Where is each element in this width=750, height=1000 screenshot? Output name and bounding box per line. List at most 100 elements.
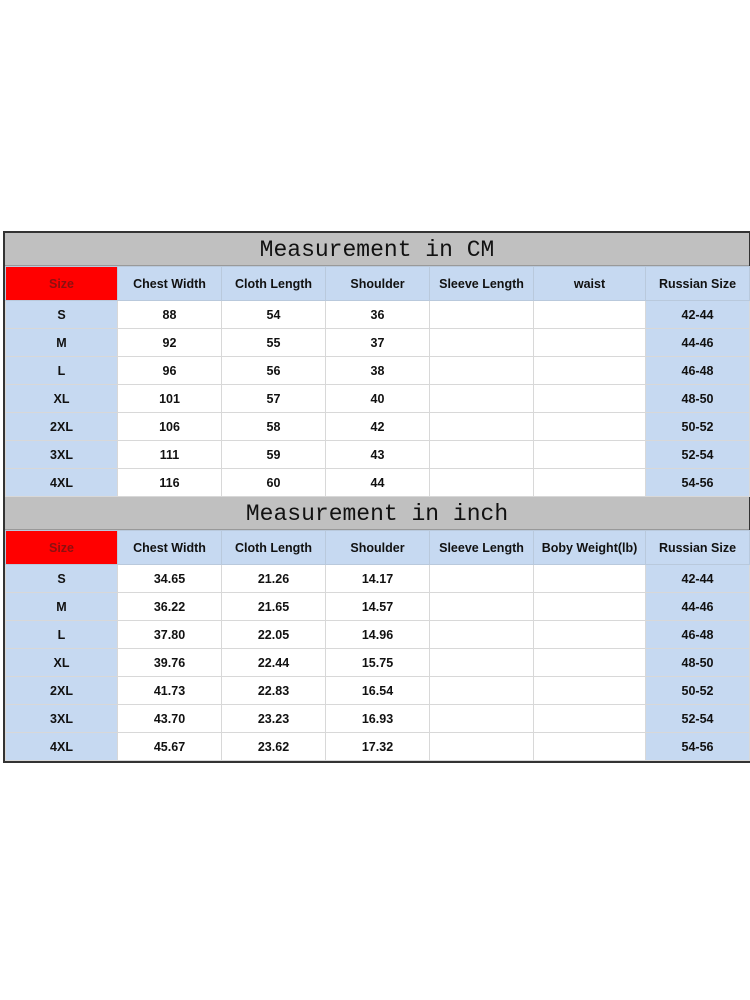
- table-cell: [533, 356, 646, 385]
- inch-table: Size Chest Width Cloth Length Shoulder Sleev…: [5, 530, 750, 761]
- cm-table: Size Chest Width Cloth Length Shoulder Sleev…: [5, 266, 750, 497]
- table-cell: 36.22: [117, 592, 222, 621]
- table-cell: [533, 328, 646, 357]
- column-header: Cloth Length: [221, 266, 326, 301]
- table-row: S 88 54 36 42-44: [5, 300, 750, 329]
- column-header: Chest Width: [117, 266, 222, 301]
- table-cell: 37: [325, 328, 430, 357]
- table-row: 4XL 116 60 44 54-56: [5, 468, 750, 497]
- table-cell: XL: [5, 384, 118, 413]
- table-row: M 36.22 21.65 14.57 44-46: [5, 592, 750, 621]
- table-cell: 106: [117, 412, 222, 441]
- table-cell: [533, 300, 646, 329]
- table-cell: 48-50: [645, 384, 750, 413]
- table-cell: 56: [221, 356, 326, 385]
- table-cell: 16.54: [325, 676, 430, 705]
- table-cell: 116: [117, 468, 222, 497]
- table-cell: [533, 732, 646, 761]
- table-cell: [533, 440, 646, 469]
- table-cell: 38: [325, 356, 430, 385]
- column-header: Cloth Length: [221, 530, 326, 565]
- table-cell: 46-48: [645, 356, 750, 385]
- table-cell: [429, 704, 534, 733]
- column-header: Boby Weight(lb): [533, 530, 646, 565]
- table-cell: 15.75: [325, 648, 430, 677]
- column-header: Shoulder: [325, 266, 430, 301]
- table-cell: 57: [221, 384, 326, 413]
- header-row: Size Chest Width Cloth Length Shoulder Sleev…: [5, 266, 750, 301]
- table-cell: 3XL: [5, 440, 118, 469]
- table-cell: [429, 620, 534, 649]
- table-cell: XL: [5, 648, 118, 677]
- table-cell: 22.83: [221, 676, 326, 705]
- table-cell: 16.93: [325, 704, 430, 733]
- table-cell: 52-54: [645, 440, 750, 469]
- table-cell: 37.80: [117, 620, 222, 649]
- table-cell: 54-56: [645, 468, 750, 497]
- table-row: L 96 56 38 46-48: [5, 356, 750, 385]
- table-cell: 42-44: [645, 300, 750, 329]
- column-header: Sleeve Length: [429, 266, 534, 301]
- table-cell: 39.76: [117, 648, 222, 677]
- table-cell: 52-54: [645, 704, 750, 733]
- table-cell: 54-56: [645, 732, 750, 761]
- table-cell: L: [5, 620, 118, 649]
- table-row: XL 39.76 22.44 15.75 48-50: [5, 648, 750, 677]
- table-cell: 3XL: [5, 704, 118, 733]
- table-cell: [533, 412, 646, 441]
- table-row: L 37.80 22.05 14.96 46-48: [5, 620, 750, 649]
- table-cell: [429, 468, 534, 497]
- table-cell: [533, 648, 646, 677]
- table-cell: [533, 620, 646, 649]
- table-cell: [429, 300, 534, 329]
- table-cell: 54: [221, 300, 326, 329]
- table-cell: 45.67: [117, 732, 222, 761]
- table-cell: [429, 328, 534, 357]
- table-cell: [429, 384, 534, 413]
- table-row: 2XL 106 58 42 50-52: [5, 412, 750, 441]
- table-cell: M: [5, 328, 118, 357]
- table-cell: [533, 384, 646, 413]
- table-row: XL 101 57 40 48-50: [5, 384, 750, 413]
- table-row: M 92 55 37 44-46: [5, 328, 750, 357]
- table-cell: L: [5, 356, 118, 385]
- column-header: Shoulder: [325, 530, 430, 565]
- table-cell: [429, 648, 534, 677]
- table-cell: 34.65: [117, 564, 222, 593]
- table-cell: [533, 564, 646, 593]
- table-cell: [429, 592, 534, 621]
- table-cell: [429, 356, 534, 385]
- table-cell: 59: [221, 440, 326, 469]
- table-cell: 55: [221, 328, 326, 357]
- table-cell: 17.32: [325, 732, 430, 761]
- table-cell: 46-48: [645, 620, 750, 649]
- table-cell: 21.65: [221, 592, 326, 621]
- table-cell: 4XL: [5, 732, 118, 761]
- table-cell: 101: [117, 384, 222, 413]
- table-cell: 44: [325, 468, 430, 497]
- column-header: Sleeve Length: [429, 530, 534, 565]
- table-row: S 34.65 21.26 14.17 42-44: [5, 564, 750, 593]
- table-cell: [429, 440, 534, 469]
- table-cell: [429, 564, 534, 593]
- table-cell: [429, 732, 534, 761]
- header-row: Size Chest Width Cloth Length Shoulder Sleev…: [5, 530, 750, 565]
- table-cell: 21.26: [221, 564, 326, 593]
- inch-title: Measurement in inch: [5, 497, 749, 530]
- column-header: Chest Width: [117, 530, 222, 565]
- table-cell: 42: [325, 412, 430, 441]
- table-cell: 36: [325, 300, 430, 329]
- table-cell: 60: [221, 468, 326, 497]
- table-cell: 50-52: [645, 412, 750, 441]
- table-cell: 22.05: [221, 620, 326, 649]
- table-cell: [533, 468, 646, 497]
- table-cell: [533, 592, 646, 621]
- table-cell: M: [5, 592, 118, 621]
- table-cell: [533, 676, 646, 705]
- cm-title: Measurement in CM: [5, 233, 749, 266]
- table-cell: 42-44: [645, 564, 750, 593]
- column-header: Russian Size: [645, 266, 750, 301]
- table-row: 2XL 41.73 22.83 16.54 50-52: [5, 676, 750, 705]
- table-cell: 23.23: [221, 704, 326, 733]
- column-header: Size: [5, 266, 118, 301]
